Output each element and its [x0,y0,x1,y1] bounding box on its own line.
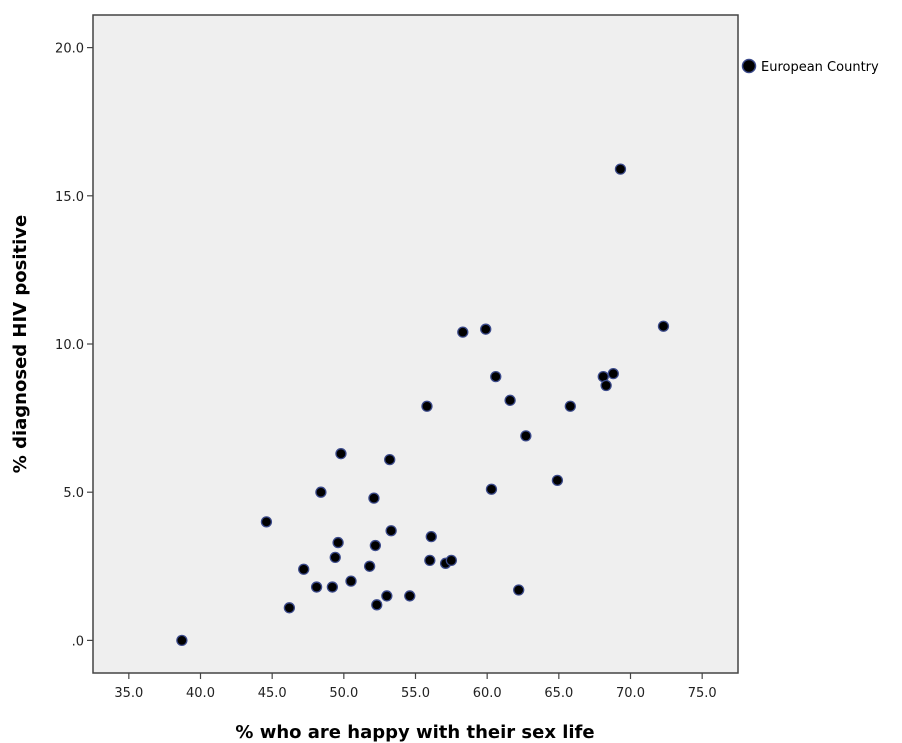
data-point [345,575,357,587]
x-tick-label: 60.0 [473,686,502,701]
legend: European Country [741,58,879,75]
data-point [310,581,323,593]
data-point [480,323,492,335]
data-points [176,163,670,647]
x-tick-label: 75.0 [688,686,717,701]
data-point [600,379,612,392]
data-point [657,320,670,332]
data-point [368,492,380,504]
data-point [424,554,436,567]
data-point [385,525,397,537]
data-point [176,634,188,647]
data-point [551,474,564,486]
data-point [425,531,437,543]
data-point [520,430,532,442]
plot-area [92,14,739,674]
x-tick-label: 50.0 [329,686,358,701]
x-tick-label: 35.0 [114,686,143,701]
data-point [329,551,341,564]
data-point [490,370,502,383]
data-point [283,602,296,614]
data-point [369,539,382,552]
data-point [457,326,469,338]
y-axis-title: % diagnosed HIV positive [10,215,31,473]
data-point [381,590,393,602]
legend-label: European Country [761,60,879,75]
data-point [614,163,627,175]
legend-marker [741,58,757,74]
data-point [371,599,383,611]
x-axis: 35.0 40.0 45.0 50.0 55.0 60.0 65.0 70.0 75.0 [114,673,717,701]
data-point [335,448,347,460]
x-tick-label: 45.0 [258,686,287,701]
data-point [298,563,310,575]
data-point [504,394,516,406]
y-tick-label: 15.0 [55,190,84,205]
data-point [384,453,396,466]
data-point [260,516,273,528]
data-point [485,483,498,495]
y-tick-label: 5.0 [63,486,84,501]
x-axis-title: % who are happy with their sex life [235,722,594,743]
data-point [315,486,327,498]
y-tick-label: .0 [72,634,84,649]
data-point [445,554,457,567]
data-point [363,560,376,572]
data-point [607,367,619,380]
x-tick-label: 40.0 [186,686,215,701]
data-point [404,590,416,602]
data-point [332,536,344,549]
data-point [326,581,339,593]
data-point [513,584,525,596]
data-point [564,400,576,412]
x-tick-label: 65.0 [544,686,573,701]
data-point [421,400,433,412]
y-axis: .0 5.0 10.0 15.0 20.0 [55,42,93,649]
x-tick-label: 70.0 [616,686,645,701]
y-tick-label: 10.0 [55,338,84,353]
y-tick-label: 20.0 [55,42,84,57]
x-tick-label: 55.0 [401,686,430,701]
